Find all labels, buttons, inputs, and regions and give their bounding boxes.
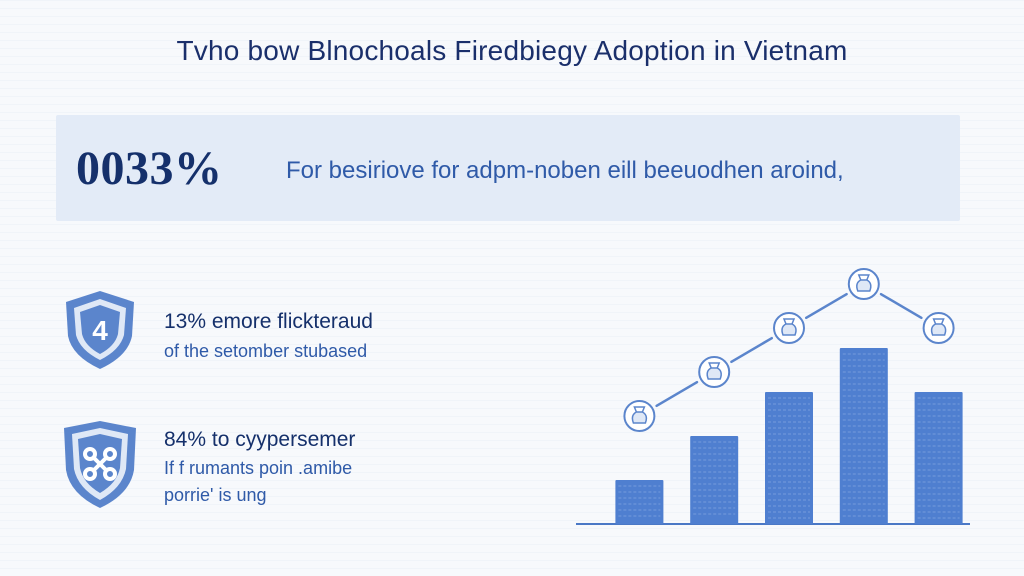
shield-4-glyph: 4 [92,315,108,346]
coin-bag-icon [856,279,872,292]
coin-bag-tie-5 [932,318,945,325]
shield-4-icon: 4 [66,291,134,369]
stat-2-subline: If f rumants poin .amibe [164,458,353,478]
coin-bag-tie-1 [633,406,646,413]
growth-bar-chart [576,268,970,525]
trend-segment-4 [879,292,923,320]
hero-text: For besiriove for adpm-noben eill beeuod… [286,157,844,184]
coin-bag-icon [706,367,722,380]
trend-segment-3 [804,292,848,320]
stat-1-subline: of the setomber stubased [164,341,368,361]
stat-2-headline: 84% to cyypersemer [164,428,356,451]
hero-banner: 0033% For besiriove for adpm-noben eill … [56,115,960,221]
bar-1 [615,480,664,524]
stat-1-headline: 13% emore flickteraud [164,310,373,333]
link-glyph [83,447,117,481]
stat-2-subline-2: porrie' is ung [164,485,267,505]
coin-bag-tie-2 [708,362,721,369]
bar-2 [690,436,739,524]
trend-segment-2 [730,336,774,364]
coin-bag-icon [781,323,797,336]
page-title: Tvho bow Blnochoals Firedbiegy Adoption … [176,35,848,66]
coin-bag-tie-3 [782,318,796,325]
coin-bag-tie-4 [857,274,870,281]
trend-segment-1 [655,380,699,408]
coin-bag-icon [631,411,648,424]
shield-link-icon [64,421,136,508]
hero-percent: 0033% [76,142,223,195]
coin-bag-icon [930,323,947,336]
